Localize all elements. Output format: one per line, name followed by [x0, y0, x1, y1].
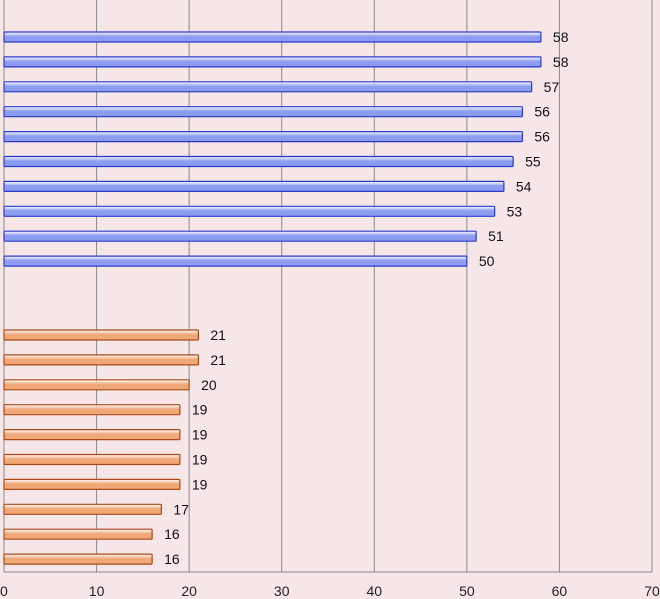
- data-label-orange-9: 16: [164, 526, 180, 542]
- bar-blue-3: [3, 81, 533, 93]
- bar-blue-8: [3, 205, 496, 217]
- bar-orange-2: [3, 354, 199, 366]
- bar-orange-5: [3, 429, 181, 441]
- bar-blue-9: [3, 230, 477, 242]
- bar-orange-10: [3, 553, 153, 565]
- bar-orange-7: [3, 478, 181, 490]
- data-label-blue-1: 58: [553, 29, 569, 45]
- bar-blue-2: [3, 56, 542, 68]
- x-tick-label-10: 10: [89, 583, 105, 599]
- data-label-blue-4: 56: [534, 104, 550, 120]
- bar-orange-1: [3, 329, 199, 341]
- data-label-blue-8: 53: [507, 203, 523, 219]
- data-label-orange-10: 16: [164, 551, 180, 567]
- bar-orange-9: [3, 528, 153, 540]
- x-tick-label-20: 20: [181, 583, 197, 599]
- x-tick-label-60: 60: [552, 583, 568, 599]
- bar-orange-6: [3, 453, 181, 466]
- data-label-orange-1: 21: [210, 327, 226, 343]
- data-label-blue-2: 58: [553, 54, 569, 70]
- x-tick-label-50: 50: [459, 583, 475, 599]
- data-label-orange-6: 19: [192, 452, 208, 468]
- data-label-blue-10: 50: [479, 253, 495, 269]
- data-label-blue-9: 51: [488, 228, 504, 244]
- bar-blue-6: [3, 155, 514, 168]
- data-label-blue-3: 57: [544, 79, 560, 95]
- x-tick-label-70: 70: [644, 583, 660, 599]
- bar-blue-4: [3, 106, 524, 118]
- bar-blue-1: [3, 31, 542, 43]
- bar-blue-5: [3, 131, 524, 143]
- data-label-orange-5: 19: [192, 427, 208, 443]
- bar-orange-4: [3, 404, 181, 416]
- bar-blue-7: [3, 180, 505, 192]
- data-label-orange-8: 17: [173, 501, 189, 517]
- x-axis-ticks: 0 10 20 30 40 50 60 70: [0, 583, 660, 599]
- x-tick-label-40: 40: [366, 583, 382, 599]
- data-label-orange-2: 21: [210, 352, 226, 368]
- bars: [3, 31, 542, 565]
- bar-orange-3: [3, 379, 190, 391]
- bar-orange-8: [3, 503, 162, 515]
- data-label-blue-6: 55: [525, 154, 541, 170]
- data-label-orange-7: 19: [192, 476, 208, 492]
- data-label-orange-4: 19: [192, 402, 208, 418]
- data-label-blue-5: 56: [534, 129, 550, 145]
- data-label-orange-3: 20: [201, 377, 217, 393]
- data-label-blue-7: 54: [516, 178, 532, 194]
- grid-lines: [3, 0, 653, 573]
- x-tick-label-0: 0: [0, 583, 8, 599]
- x-tick-label-30: 30: [274, 583, 290, 599]
- bar-blue-10: [3, 255, 468, 267]
